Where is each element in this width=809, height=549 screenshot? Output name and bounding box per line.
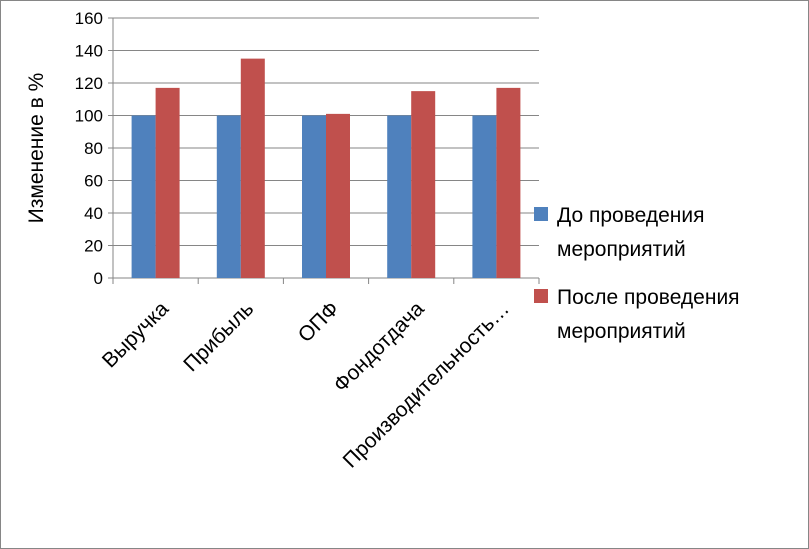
y-tick-label: 100 [75, 107, 103, 126]
y-axis-title: Изменение в % [25, 73, 48, 224]
bar-before-2 [302, 115, 326, 278]
bars [131, 58, 521, 278]
legend-label: После проведения [557, 286, 740, 309]
bar-after-0 [155, 87, 180, 278]
y-axis-title-group: Изменение в % [25, 73, 48, 224]
legend-label: мероприятий [557, 320, 686, 343]
y-tick-labels: 0 20 40 60 80 100 120 140 160 [75, 9, 103, 288]
y-tick-label: 120 [75, 74, 103, 93]
y-tick-label: 40 [84, 204, 103, 223]
legend-label: До проведения [557, 204, 704, 227]
bar-before-3 [387, 115, 412, 278]
y-tick-label: 140 [75, 42, 103, 61]
bar-before-4 [472, 115, 497, 278]
legend: До проведения мероприятий После проведения… [534, 204, 740, 343]
x-tick-labels: Выручка Прибыль ОПФФондотдачаПроизводитель… [98, 297, 514, 472]
x-tick-label: Прибыль [179, 297, 258, 376]
y-tick-label: 0 [94, 269, 103, 288]
x-tick-label: Выручка [98, 297, 173, 372]
y-tick-label: 80 [84, 139, 103, 158]
bar-after-2 [326, 113, 350, 278]
bar-before-0 [131, 115, 156, 278]
legend-label: мероприятий [557, 238, 686, 261]
y-tick-label: 60 [84, 172, 103, 191]
y-tick-label: 20 [84, 237, 103, 256]
bar-before-1 [216, 115, 241, 278]
x-tick-label: Производительность… [339, 297, 514, 472]
y-tick-label: 160 [75, 9, 103, 28]
bar-after-3 [411, 91, 436, 278]
legend-swatch [534, 207, 548, 221]
bar-after-1 [240, 58, 265, 278]
x-tick-label: ОПФ [294, 297, 344, 347]
legend-swatch [534, 289, 548, 303]
bar-after-4 [496, 87, 521, 278]
